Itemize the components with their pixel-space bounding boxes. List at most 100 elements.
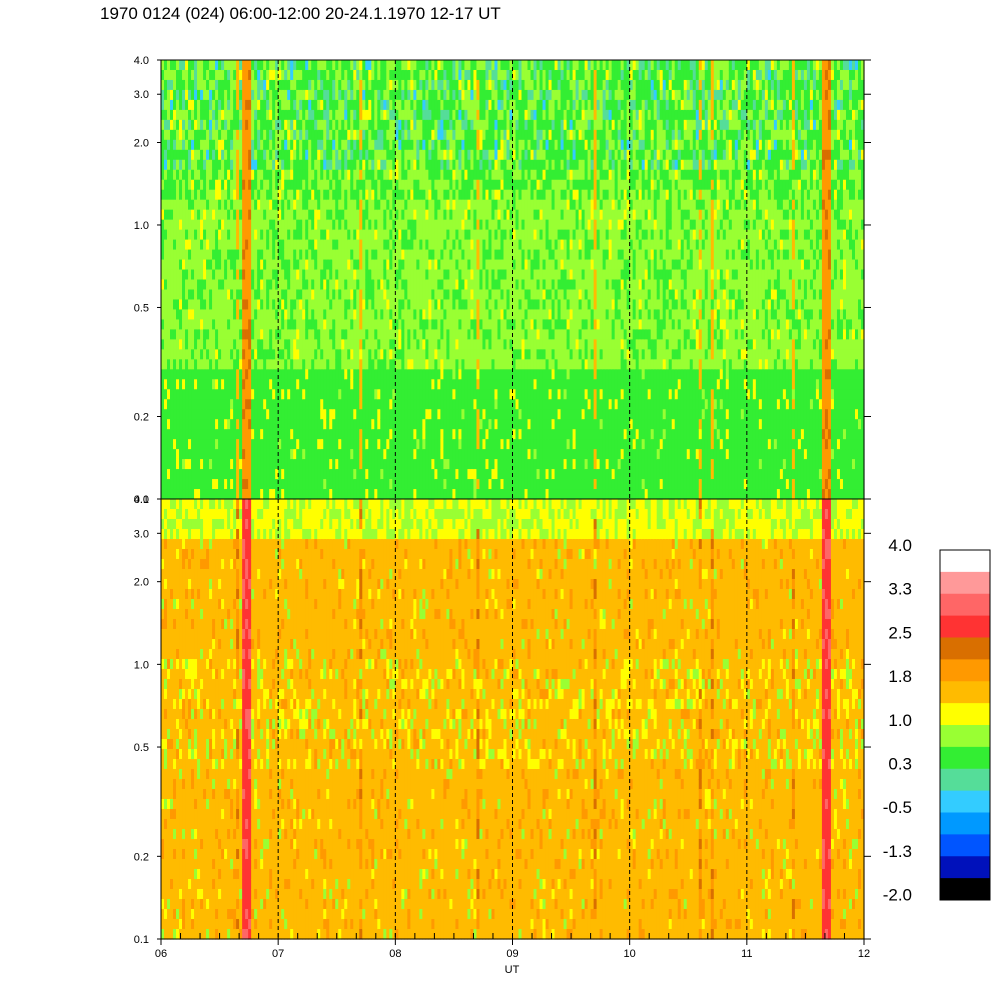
spectrogram-cell bbox=[473, 459, 478, 470]
spectrogram-cell bbox=[497, 79, 502, 91]
spectrogram-cell bbox=[431, 469, 435, 480]
spectrogram-cell bbox=[440, 469, 444, 480]
spectrogram-cell bbox=[161, 289, 165, 301]
spectrogram-cell bbox=[374, 119, 378, 131]
spectrogram-cell bbox=[461, 279, 466, 291]
spectrogram-cell bbox=[290, 159, 294, 171]
spectrogram-cell bbox=[374, 159, 378, 171]
spectrogram-cell bbox=[272, 289, 276, 301]
spectrogram-cell bbox=[272, 459, 276, 470]
spectrogram-cell bbox=[242, 319, 246, 330]
spectrogram-cell bbox=[401, 369, 405, 380]
spectrogram-cell bbox=[398, 60, 402, 71]
spectrogram-cell bbox=[254, 369, 258, 380]
spectrogram-cell bbox=[404, 209, 408, 221]
spectrogram-cell bbox=[383, 259, 387, 271]
spectrogram-cell bbox=[365, 159, 369, 171]
spectrogram-cell bbox=[452, 89, 457, 101]
spectrogram-cell bbox=[440, 209, 444, 221]
spectrogram-cell bbox=[230, 60, 234, 71]
spectrogram-cell bbox=[221, 129, 225, 141]
spectrogram-cell bbox=[233, 479, 237, 490]
spectrogram-cell bbox=[431, 359, 435, 370]
spectrogram-cell bbox=[431, 89, 435, 101]
spectrogram-cell bbox=[365, 269, 369, 281]
spectrogram-cell bbox=[200, 419, 204, 430]
spectrogram-cell bbox=[368, 389, 372, 400]
spectrogram-cell bbox=[473, 279, 478, 291]
spectrogram-cell bbox=[317, 229, 321, 241]
spectrogram-cell bbox=[308, 219, 312, 231]
spectrogram-cell bbox=[176, 459, 180, 470]
spectrogram-cell bbox=[191, 199, 195, 211]
spectrogram-cell bbox=[320, 469, 324, 480]
spectrogram-cell bbox=[332, 229, 336, 241]
spectrogram-cell bbox=[470, 429, 475, 440]
spectrogram-cell bbox=[296, 339, 300, 350]
spectrogram-cell bbox=[164, 359, 168, 370]
spectrogram-cell bbox=[383, 269, 387, 281]
spectrogram-cell bbox=[431, 79, 435, 91]
spectrogram-cell bbox=[203, 269, 207, 281]
spectrogram-cell bbox=[353, 299, 357, 311]
spectrogram-cell bbox=[470, 89, 475, 101]
spectrogram-cell bbox=[440, 119, 444, 131]
spectrogram-cell bbox=[287, 189, 291, 201]
spectrogram-cell bbox=[362, 359, 366, 370]
spectrogram-cell bbox=[419, 489, 423, 500]
spectrogram-cell bbox=[437, 169, 441, 181]
spectrogram-cell bbox=[413, 369, 417, 380]
spectrogram-cell bbox=[362, 199, 366, 211]
spectrogram-cell bbox=[161, 429, 165, 440]
spectrogram-cell bbox=[359, 139, 363, 151]
spectrogram-cell bbox=[422, 389, 426, 400]
spectrogram-cell bbox=[383, 159, 387, 171]
spectrogram-cell bbox=[182, 419, 186, 430]
spectrogram-cell bbox=[383, 109, 387, 121]
spectrogram-cell bbox=[170, 60, 174, 71]
spectrogram-cell bbox=[290, 419, 294, 430]
spectrogram-cell bbox=[218, 99, 222, 111]
spectrogram-cell bbox=[233, 269, 237, 281]
spectrogram-cell bbox=[161, 359, 165, 370]
spectrogram-cell bbox=[167, 209, 171, 221]
spectrogram-cell bbox=[479, 229, 484, 241]
spectrogram-cell bbox=[299, 349, 303, 360]
spectrogram-cell bbox=[332, 79, 336, 91]
spectrogram-cell bbox=[287, 139, 291, 151]
spectrogram-cell bbox=[263, 229, 267, 241]
spectrogram-cell bbox=[401, 199, 405, 211]
spectrogram-cell bbox=[188, 289, 192, 301]
spectrogram-cell bbox=[359, 199, 363, 211]
spectrogram-cell bbox=[269, 60, 273, 71]
spectrogram-cell bbox=[446, 189, 451, 201]
spectrogram-cell bbox=[386, 219, 390, 231]
spectrogram-cell bbox=[368, 99, 372, 111]
spectrogram-cell bbox=[275, 189, 279, 201]
spectrogram-cell bbox=[317, 419, 321, 430]
spectrogram-cell bbox=[407, 449, 411, 460]
spectrogram-cell bbox=[488, 259, 493, 271]
spectrogram-cell bbox=[272, 319, 276, 330]
spectrogram-cell bbox=[170, 459, 174, 470]
spectrogram-cell bbox=[392, 289, 396, 301]
spectrogram-cell bbox=[293, 299, 297, 311]
spectrogram-cell bbox=[365, 329, 369, 340]
spectrogram-cell bbox=[461, 119, 466, 131]
spectrogram-cell bbox=[323, 309, 327, 321]
spectrogram-cell bbox=[392, 329, 396, 340]
spectrogram-cell bbox=[431, 169, 435, 181]
spectrogram-cell bbox=[476, 439, 481, 450]
spectrogram-cell bbox=[419, 469, 423, 480]
spectrogram-cell bbox=[455, 389, 460, 400]
spectrogram-cell bbox=[245, 79, 249, 91]
spectrogram-cell bbox=[212, 269, 216, 281]
spectrogram-cell bbox=[335, 199, 339, 211]
spectrogram-cell bbox=[380, 189, 384, 201]
spectrogram-cell bbox=[260, 409, 264, 420]
spectrogram-cell bbox=[167, 169, 171, 181]
spectrogram-cell bbox=[176, 179, 180, 191]
spectrogram-cell bbox=[482, 169, 487, 181]
spectrogram-cell bbox=[194, 159, 198, 171]
spectrogram-cell bbox=[332, 269, 336, 281]
